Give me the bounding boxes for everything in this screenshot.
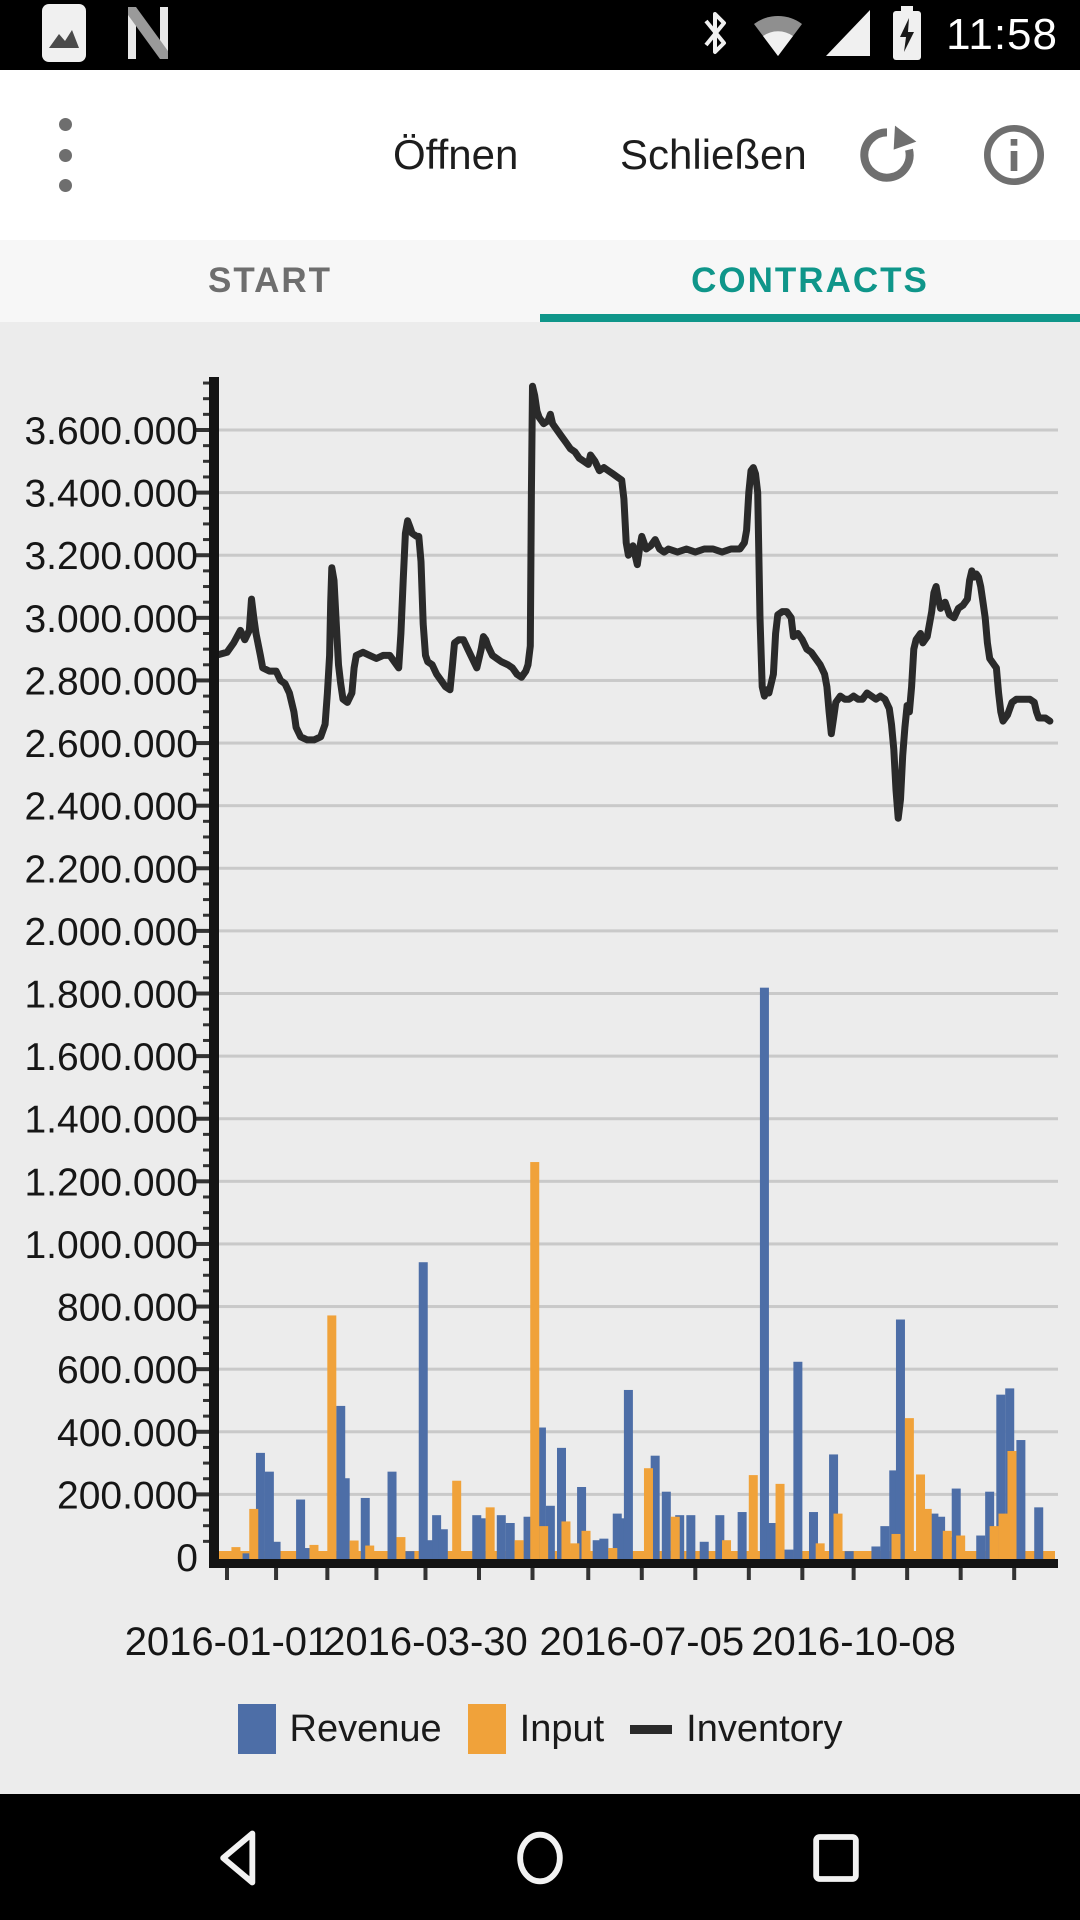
svg-text:0: 0 bbox=[176, 1537, 198, 1580]
contracts-chart: 0 200.000 400.000 600.000 800.000 1.000.000 1.… bbox=[24, 377, 1058, 1664]
tab-contracts[interactable]: CONTRACTS bbox=[691, 261, 929, 300]
svg-text:1.400.000: 1.400.000 bbox=[24, 1099, 198, 1142]
legend-item-revenue: Revenue bbox=[237, 1704, 442, 1754]
chart-legend: Revenue Input Inventory bbox=[0, 1694, 1080, 1764]
close-button[interactable]: Schließen bbox=[620, 131, 807, 178]
info-icon[interactable] bbox=[982, 123, 1046, 187]
overflow-dot bbox=[58, 179, 72, 192]
svg-text:2016-01-01: 2016-01-01 bbox=[125, 1620, 330, 1664]
svg-text:400.000: 400.000 bbox=[57, 1412, 198, 1455]
active-tab-underline bbox=[540, 314, 1080, 322]
svg-text:2.400.000: 2.400.000 bbox=[24, 786, 198, 829]
legend-label-inventory: Inventory bbox=[686, 1707, 843, 1750]
inventory-swatch bbox=[630, 1724, 673, 1734]
tab-start[interactable]: START bbox=[207, 261, 333, 300]
svg-text:2.200.000: 2.200.000 bbox=[24, 848, 198, 891]
legend-item-inventory: Inventory bbox=[630, 1708, 842, 1751]
battery-charging-icon bbox=[890, 4, 924, 67]
open-button[interactable]: Öffnen bbox=[393, 131, 519, 178]
recents-icon[interactable] bbox=[808, 1830, 864, 1886]
svg-text:600.000: 600.000 bbox=[57, 1349, 198, 1392]
refresh-icon[interactable] bbox=[855, 123, 919, 187]
back-icon[interactable] bbox=[215, 1830, 271, 1886]
svg-text:1.200.000: 1.200.000 bbox=[24, 1161, 198, 1204]
revenue-swatch bbox=[237, 1704, 276, 1754]
status-time: 11:58 bbox=[946, 10, 1058, 59]
toolbar: Öffnen Schließen bbox=[0, 70, 1080, 240]
bluetooth-icon bbox=[696, 6, 734, 65]
cell-signal-icon bbox=[822, 6, 874, 65]
svg-text:3.400.000: 3.400.000 bbox=[24, 473, 198, 516]
svg-text:1.600.000: 1.600.000 bbox=[24, 1036, 198, 1079]
legend-label-input: Input bbox=[519, 1707, 605, 1750]
home-icon[interactable] bbox=[512, 1830, 568, 1886]
tab-bar: START CONTRACTS bbox=[0, 240, 1080, 322]
navigation-bar bbox=[0, 1794, 1080, 1920]
legend-item-input: Input bbox=[467, 1704, 605, 1754]
svg-text:2016-07-05: 2016-07-05 bbox=[539, 1620, 744, 1664]
svg-text:3.000.000: 3.000.000 bbox=[24, 598, 198, 641]
overflow-dot bbox=[58, 148, 72, 162]
wifi-icon bbox=[750, 6, 806, 65]
svg-text:3.600.000: 3.600.000 bbox=[24, 410, 198, 453]
overflow-dot bbox=[58, 118, 72, 131]
svg-text:200.000: 200.000 bbox=[57, 1474, 198, 1517]
svg-text:800.000: 800.000 bbox=[57, 1287, 198, 1330]
svg-text:2.800.000: 2.800.000 bbox=[24, 660, 198, 703]
status-bar: 11:58 bbox=[0, 0, 1080, 70]
svg-text:2.000.000: 2.000.000 bbox=[24, 911, 198, 954]
svg-text:1.800.000: 1.800.000 bbox=[24, 974, 198, 1017]
android-n-notification-icon bbox=[122, 3, 174, 68]
overflow-menu-button[interactable] bbox=[40, 112, 90, 198]
svg-text:1.000.000: 1.000.000 bbox=[24, 1224, 198, 1267]
svg-text:2016-10-08: 2016-10-08 bbox=[751, 1620, 956, 1664]
svg-text:3.200.000: 3.200.000 bbox=[24, 535, 198, 578]
input-swatch bbox=[467, 1704, 506, 1754]
screenshot-notification-icon bbox=[40, 2, 88, 69]
svg-text:2.600.000: 2.600.000 bbox=[24, 723, 198, 766]
legend-label-revenue: Revenue bbox=[289, 1707, 442, 1750]
svg-text:2016-03-30: 2016-03-30 bbox=[323, 1620, 528, 1664]
